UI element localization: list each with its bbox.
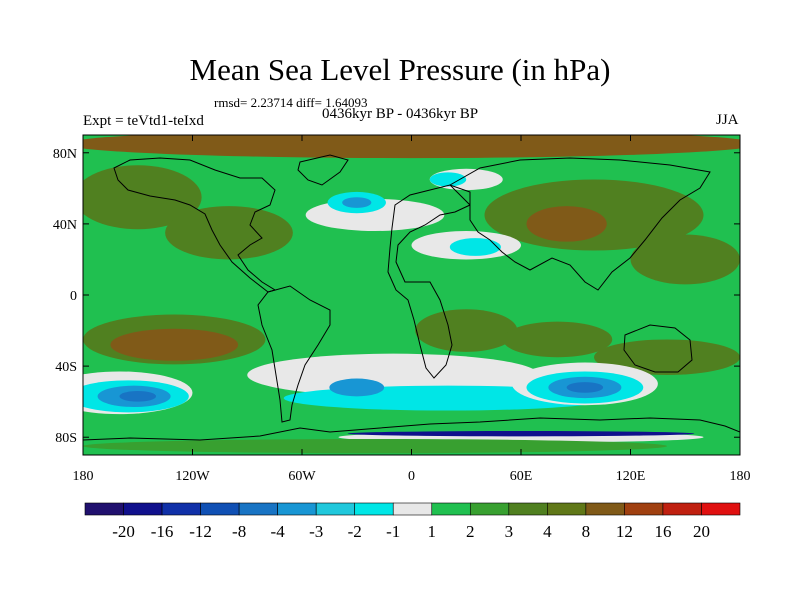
field-region-olive <box>502 321 613 358</box>
colorbar-swatch <box>123 502 163 516</box>
lon-label: 60E <box>510 469 533 484</box>
lat-label: 40N <box>53 218 77 233</box>
field-region-brown <box>83 135 740 159</box>
field-region-cyan <box>429 172 467 187</box>
field-region-olive <box>83 165 202 230</box>
lon-label: 120E <box>616 469 646 484</box>
colorbar-swatch <box>624 502 664 516</box>
lon-label: 180 <box>73 469 94 484</box>
colorbar-label: 2 <box>466 522 475 541</box>
pressure-field <box>83 135 740 455</box>
field-region-olive <box>415 309 518 352</box>
axis-ticks: 80N 40N 0 40S 80S 180 120W 60W 0 60E 120E 180 <box>53 135 751 484</box>
stats-label: rmsd= 2.23714 diff= 1.64093 <box>214 95 368 110</box>
colorbar-swatch <box>508 502 548 516</box>
colorbar-swatch <box>547 502 587 516</box>
colorbar-swatch <box>392 502 433 516</box>
colorbar-label: 8 <box>582 522 591 541</box>
colorbar-label: -1 <box>386 522 400 541</box>
colorbar-swatch <box>200 502 240 516</box>
colorbar-label: -12 <box>189 522 212 541</box>
plot-title: Mean Sea Level Pressure (in hPa) <box>189 52 611 87</box>
lon-label: 120W <box>175 469 210 484</box>
field-region-dark_blue <box>347 431 695 437</box>
period-label: 0436kyr BP - 0436kyr BP <box>322 106 479 122</box>
field-region-brown <box>526 206 607 242</box>
field-region-cyan <box>449 238 501 256</box>
colorbar-swatch <box>431 502 471 516</box>
lat-label: 40S <box>55 360 77 375</box>
colorbar-swatch <box>161 502 201 516</box>
colorbar-swatch <box>238 502 278 516</box>
season-label: JJA <box>716 112 739 128</box>
colorbar: -20 -16 -12 -8 -4 -3 -2 -1 1 2 3 4 8 12 16 20 <box>84 502 741 541</box>
colorbar-label: -2 <box>348 522 362 541</box>
experiment-label: Expt = teVtd1-teIxd <box>83 113 204 129</box>
colorbar-label: 20 <box>693 522 710 541</box>
lon-label: 0 <box>408 469 415 484</box>
colorbar-label: -20 <box>112 522 135 541</box>
colorbar-label: 12 <box>616 522 633 541</box>
coastline-africa-europe <box>387 184 471 379</box>
colorbar-label: -4 <box>271 522 286 541</box>
colorbar-label: -8 <box>232 522 246 541</box>
colorbar-label: 16 <box>654 522 671 541</box>
colorbar-swatch <box>354 502 394 516</box>
colorbar-swatch <box>701 502 741 516</box>
coastline-australia <box>623 324 693 373</box>
field-region-olive <box>594 339 740 375</box>
colorbar-swatch <box>84 502 124 516</box>
colorbar-swatch <box>277 502 317 516</box>
coastline-asia <box>449 157 711 291</box>
lat-label: 0 <box>70 289 77 304</box>
colorbar-label: -3 <box>309 522 323 541</box>
coastline-south-america <box>257 285 331 423</box>
colorbar-label: -16 <box>151 522 174 541</box>
field-region-brown <box>110 328 239 361</box>
field-region-olive <box>165 206 293 260</box>
field-region-mid_blue <box>329 378 385 397</box>
colorbar-swatch <box>662 502 702 516</box>
coastline-north-america <box>113 157 277 293</box>
colorbar-label: 3 <box>505 522 514 541</box>
field-region-blue <box>566 382 604 393</box>
coastline-greenland <box>297 154 349 186</box>
coastlines <box>83 154 740 441</box>
colorbar-label: 1 <box>428 522 437 541</box>
field-region-olive <box>630 234 740 285</box>
lat-label: 80N <box>53 147 77 162</box>
colorbar-swatch <box>469 502 510 516</box>
field-region-white <box>247 353 540 397</box>
field-region-blue <box>119 391 156 402</box>
colorbar-label: 4 <box>543 522 552 541</box>
field-regions <box>83 135 740 454</box>
coastline-antarctica <box>83 417 740 441</box>
field-region-mid_blue <box>342 197 372 208</box>
colorbar-swatch <box>315 502 356 516</box>
colorbar-swatch <box>585 502 625 516</box>
lat-label: 80S <box>55 431 77 446</box>
field-region-dark_green <box>83 439 667 454</box>
lon-label: 60W <box>288 469 316 484</box>
lon-label: 180 <box>730 469 751 484</box>
